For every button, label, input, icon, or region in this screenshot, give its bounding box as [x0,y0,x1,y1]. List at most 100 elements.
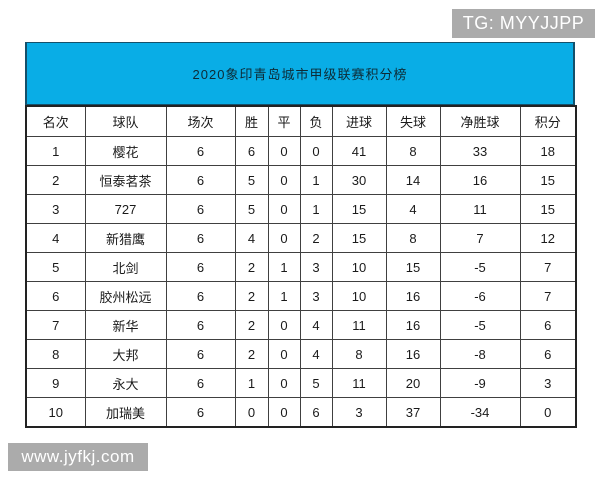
table-cell: 2 [25,165,86,195]
column-header: 名次 [25,105,86,137]
table-cell: 大邦 [84,339,167,369]
column-header: 场次 [165,105,236,137]
table-cell: 33 [439,136,521,166]
column-header: 负 [299,105,333,137]
table-cell: 5 [234,165,269,195]
table-cell: 0 [299,136,333,166]
table-cell: 16 [385,339,441,369]
column-header: 积分 [519,105,577,137]
table-cell: 2 [234,310,269,340]
table-cell: 7 [439,223,521,253]
table-cell: 0 [267,368,301,398]
table-cell: 1 [267,252,301,282]
table-cell: 5 [299,368,333,398]
table-row: 6 胶州松远 6 2 1 3 10 16 -6 7 [25,281,577,311]
table-cell: 0 [267,310,301,340]
table-cell: 3 [299,252,333,282]
table-cell: 41 [331,136,387,166]
table-cell: 15 [519,194,577,224]
table-cell: 37 [385,397,441,428]
table-cell: 6 [519,339,577,369]
column-header: 球队 [84,105,167,137]
telegram-watermark-badge: TG: MYYJJPP [452,9,595,38]
table-cell: 0 [267,397,301,428]
table-title-banner: 2020象印青岛城市甲级联赛积分榜 [25,42,575,105]
column-header: 胜 [234,105,269,137]
table-cell: 10 [25,397,86,428]
table-cell: 18 [519,136,577,166]
table-cell: 5 [25,252,86,282]
table-cell: 8 [331,339,387,369]
table-cell: 6 [299,397,333,428]
table-cell: 15 [385,252,441,282]
table-cell: 2 [234,281,269,311]
table-cell: -34 [439,397,521,428]
standings-table-container: 2020象印青岛城市甲级联赛积分榜 名次 球队 场次胜平负进球 失球 净胜球 积分 1 樱花… [25,42,577,428]
table-cell: 3 [519,368,577,398]
website-watermark-text: www.jyfkj.com [21,447,135,466]
table-cell: 1 [299,194,333,224]
column-header: 失球 [385,105,441,137]
table-row: 9 永大 6 1 0 5 11 20 -9 3 [25,368,577,398]
table-cell: 4 [299,310,333,340]
table-cell: 3 [331,397,387,428]
table-cell: 14 [385,165,441,195]
table-cell: 永大 [84,368,167,398]
table-cell: 6 [165,339,236,369]
table-cell: 8 [25,339,86,369]
table-cell: 6 [165,252,236,282]
table-cell: 7 [25,310,86,340]
table-cell: 6 [234,136,269,166]
table-cell: 6 [165,397,236,428]
table-cell: 6 [165,223,236,253]
table-cell: 6 [165,136,236,166]
table-cell: 15 [331,223,387,253]
table-row: 7 新华 6 2 0 4 11 16 -5 6 [25,310,577,340]
table-cell: 2 [234,339,269,369]
table-cell: 1 [25,136,86,166]
table-cell: 加瑞美 [84,397,167,428]
table-cell: 1 [234,368,269,398]
table-row: 8 大邦 6 2 0 4 8 16 -8 6 [25,339,577,369]
table-row: 2 恒泰茗茶 6 5 0 1 30 14 16 15 [25,165,577,195]
table-cell: 7 [519,252,577,282]
table-cell: 11 [331,310,387,340]
table-row: 3 727 6 5 0 1 15 4 11 15 [25,194,577,224]
table-cell: 16 [439,165,521,195]
standings-header-row: 名次 球队 场次胜平负进球 失球 净胜球 积分 [25,105,577,137]
website-watermark-badge: www.jyfkj.com [8,443,148,471]
table-cell: 6 [165,165,236,195]
table-cell: 6 [25,281,86,311]
table-cell: 樱花 [84,136,167,166]
table-cell: 新猎鹰 [84,223,167,253]
table-cell: 北剑 [84,252,167,282]
table-cell: 9 [25,368,86,398]
table-cell: 30 [331,165,387,195]
table-cell: 0 [267,194,301,224]
table-cell: 15 [519,165,577,195]
table-cell: 20 [385,368,441,398]
table-cell: 7 [519,281,577,311]
table-cell: 16 [385,281,441,311]
table-cell: 8 [385,136,441,166]
table-cell: 2 [299,223,333,253]
table-cell: 胶州松远 [84,281,167,311]
page-title: 2020象印青岛城市甲级联赛积分榜 [192,67,408,82]
standings-table: 名次 球队 场次胜平负进球 失球 净胜球 积分 1 樱花 6 6 0 0 41 8 33 18 2 恒泰茗茶 6 5… [25,105,577,428]
table-cell: 0 [519,397,577,428]
table-cell: 4 [299,339,333,369]
column-header: 进球 [331,105,387,137]
table-cell: 2 [234,252,269,282]
table-cell: 6 [165,310,236,340]
table-row: 5 北剑 6 2 1 3 10 15 -5 7 [25,252,577,282]
table-cell: -5 [439,252,521,282]
table-cell: -6 [439,281,521,311]
table-cell: 8 [385,223,441,253]
table-row: 1 樱花 6 6 0 0 41 8 33 18 [25,136,577,166]
table-cell: 4 [385,194,441,224]
table-cell: 0 [234,397,269,428]
table-cell: 1 [299,165,333,195]
table-cell: 新华 [84,310,167,340]
table-cell: -5 [439,310,521,340]
